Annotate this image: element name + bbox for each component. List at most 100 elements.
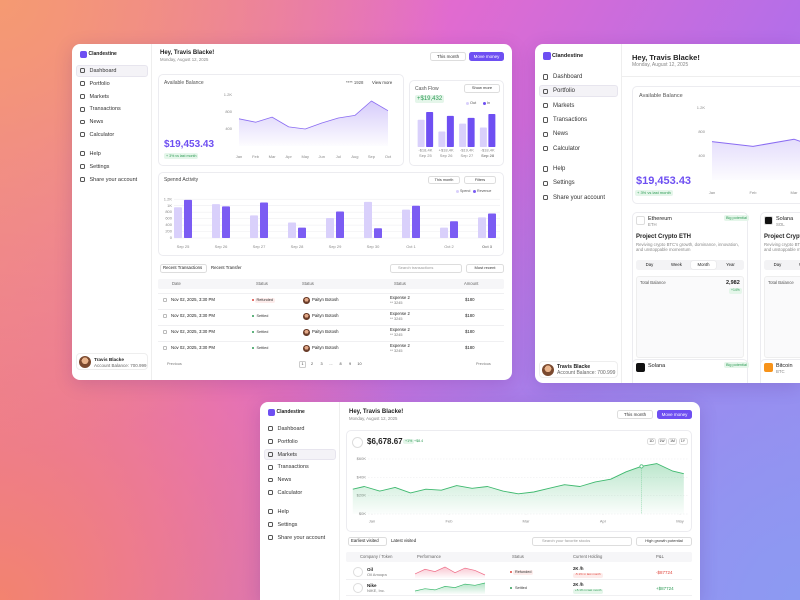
range-option[interactable]: Week xyxy=(671,261,682,267)
range-button-label: 1M xyxy=(670,438,675,443)
potential-tag: Big potential xyxy=(724,215,749,221)
balance-title: Available Balance xyxy=(164,80,204,86)
checkbox[interactable] xyxy=(163,330,167,334)
range-button[interactable] xyxy=(678,438,688,445)
status-cell: Refunded xyxy=(513,569,534,576)
search-box[interactable] xyxy=(532,536,632,546)
company-name: Nike xyxy=(367,583,377,588)
brand-name: Clandestine xyxy=(276,409,305,415)
nav-item[interactable]: Transactions xyxy=(553,116,588,123)
pagination-previous[interactable]: Previous xyxy=(167,362,182,366)
range-button-label: 1Y xyxy=(680,438,686,443)
page-button[interactable] xyxy=(299,360,306,368)
search-box[interactable] xyxy=(390,263,462,273)
nav-item[interactable]: Calculator xyxy=(277,490,303,496)
row-divider xyxy=(158,341,504,342)
nav-item[interactable]: Share your account xyxy=(553,194,606,201)
date: Monday, August 12, 2025 xyxy=(632,62,689,68)
nav-item[interactable]: Dashboard xyxy=(553,74,583,80)
company-full-name: NIKE, Inc. xyxy=(367,587,386,593)
nav-item[interactable]: Help xyxy=(89,151,101,157)
nav-item[interactable]: Markets xyxy=(89,93,110,100)
holding-tag: -5.1% in last month xyxy=(573,572,603,578)
nav-item[interactable]: Settings xyxy=(89,163,110,170)
nav-item[interactable]: Settings xyxy=(553,180,575,187)
tab-active xyxy=(160,263,207,273)
holding-cell: 2K /h xyxy=(573,582,584,587)
expense-cell: Expense 2 xyxy=(390,327,410,332)
period-button[interactable] xyxy=(617,410,653,419)
card-title: Project Crypto SOL xyxy=(764,234,800,240)
nav-item[interactable]: News xyxy=(553,131,569,138)
nav-item[interactable]: Portfolio xyxy=(277,438,298,445)
range-option[interactable]: Day xyxy=(773,261,782,267)
nav-item[interactable]: Dashboard xyxy=(277,426,305,432)
status-dot xyxy=(252,299,254,302)
checkbox[interactable] xyxy=(163,346,167,350)
status-dot xyxy=(252,347,254,350)
user-name: Travis Blacke xyxy=(94,357,124,362)
range-option[interactable]: Year xyxy=(726,261,735,267)
nav-item[interactable]: Portfolio xyxy=(553,88,576,95)
nav-item[interactable]: Help xyxy=(277,509,289,515)
nav-item[interactable]: News xyxy=(277,477,292,484)
total-label: Total Balance xyxy=(768,280,794,285)
nav-item[interactable]: Share your account xyxy=(277,534,326,541)
nav-icon xyxy=(268,522,273,527)
tab[interactable]: Recent Transfer xyxy=(211,265,242,270)
company-full-name: Oil Amoqra xyxy=(367,571,387,577)
range-button-label: 1D xyxy=(649,438,654,443)
sort-button[interactable] xyxy=(466,263,504,273)
range-button-label: 1W xyxy=(659,438,665,443)
search-placeholder: Search your favorite stocks xyxy=(542,538,591,543)
card-cell: ** 3245 xyxy=(390,333,403,338)
nav-item[interactable]: Settings xyxy=(277,521,298,528)
range-option[interactable]: Week xyxy=(791,262,800,268)
range-option[interactable]: Day xyxy=(645,261,654,267)
status-dot xyxy=(252,331,254,334)
period-button-label: This month xyxy=(623,411,647,417)
checkbox[interactable] xyxy=(163,298,167,302)
legend-label: Revenue xyxy=(477,188,492,193)
range-button[interactable] xyxy=(657,438,667,445)
move-money-button[interactable] xyxy=(469,52,504,61)
show-more-button[interactable] xyxy=(464,84,500,93)
spend-period-button[interactable] xyxy=(428,176,460,184)
move-money-button[interactable] xyxy=(657,410,692,419)
coin-ticker: SOL xyxy=(776,222,785,227)
date-cell: Nov 02, 2025, 3:30 PM xyxy=(171,329,215,334)
card-description: Reviving crypto BTC's growth, dominance,… xyxy=(636,242,739,252)
total-change: +14% xyxy=(729,287,742,294)
nav-item[interactable]: Portfolio xyxy=(89,80,110,87)
balance-title: Available Balance xyxy=(639,93,683,99)
nav-item[interactable]: Calculator xyxy=(89,132,115,138)
period-button[interactable] xyxy=(430,52,466,61)
range-option[interactable]: Month xyxy=(697,261,710,267)
filter-button[interactable] xyxy=(636,536,692,546)
nav-item[interactable]: Help xyxy=(553,166,566,172)
header-divider xyxy=(622,76,800,77)
nav-item[interactable]: Transactions xyxy=(89,106,121,113)
nav-item[interactable]: Markets xyxy=(277,451,298,458)
range-button[interactable] xyxy=(668,438,677,445)
nav-item[interactable]: Share your account xyxy=(89,176,138,183)
user-card xyxy=(539,361,618,378)
view-more[interactable]: View more xyxy=(372,80,393,85)
nav-item[interactable]: Transactions xyxy=(277,464,309,471)
filters-button[interactable] xyxy=(464,176,496,184)
nav-item[interactable]: News xyxy=(89,119,104,126)
pagination-next[interactable]: Previous xyxy=(476,362,491,366)
tab[interactable]: Latest visited xyxy=(391,538,417,543)
nav-item[interactable]: Dashboard xyxy=(89,68,117,74)
name-cell: Paityn Botosh xyxy=(312,313,339,318)
cash-flow-amount: +$19,432 xyxy=(415,95,445,104)
range-button[interactable] xyxy=(647,438,656,445)
nav-item[interactable]: Markets xyxy=(553,102,575,109)
nav-item[interactable]: Calculator xyxy=(553,145,581,152)
nav-icon xyxy=(268,464,273,470)
tab[interactable]: Recent Transactions xyxy=(163,265,203,270)
user-card xyxy=(76,353,148,370)
nav-icon xyxy=(543,117,549,123)
tab[interactable]: Earliest visited xyxy=(351,538,379,543)
checkbox[interactable] xyxy=(163,314,167,318)
